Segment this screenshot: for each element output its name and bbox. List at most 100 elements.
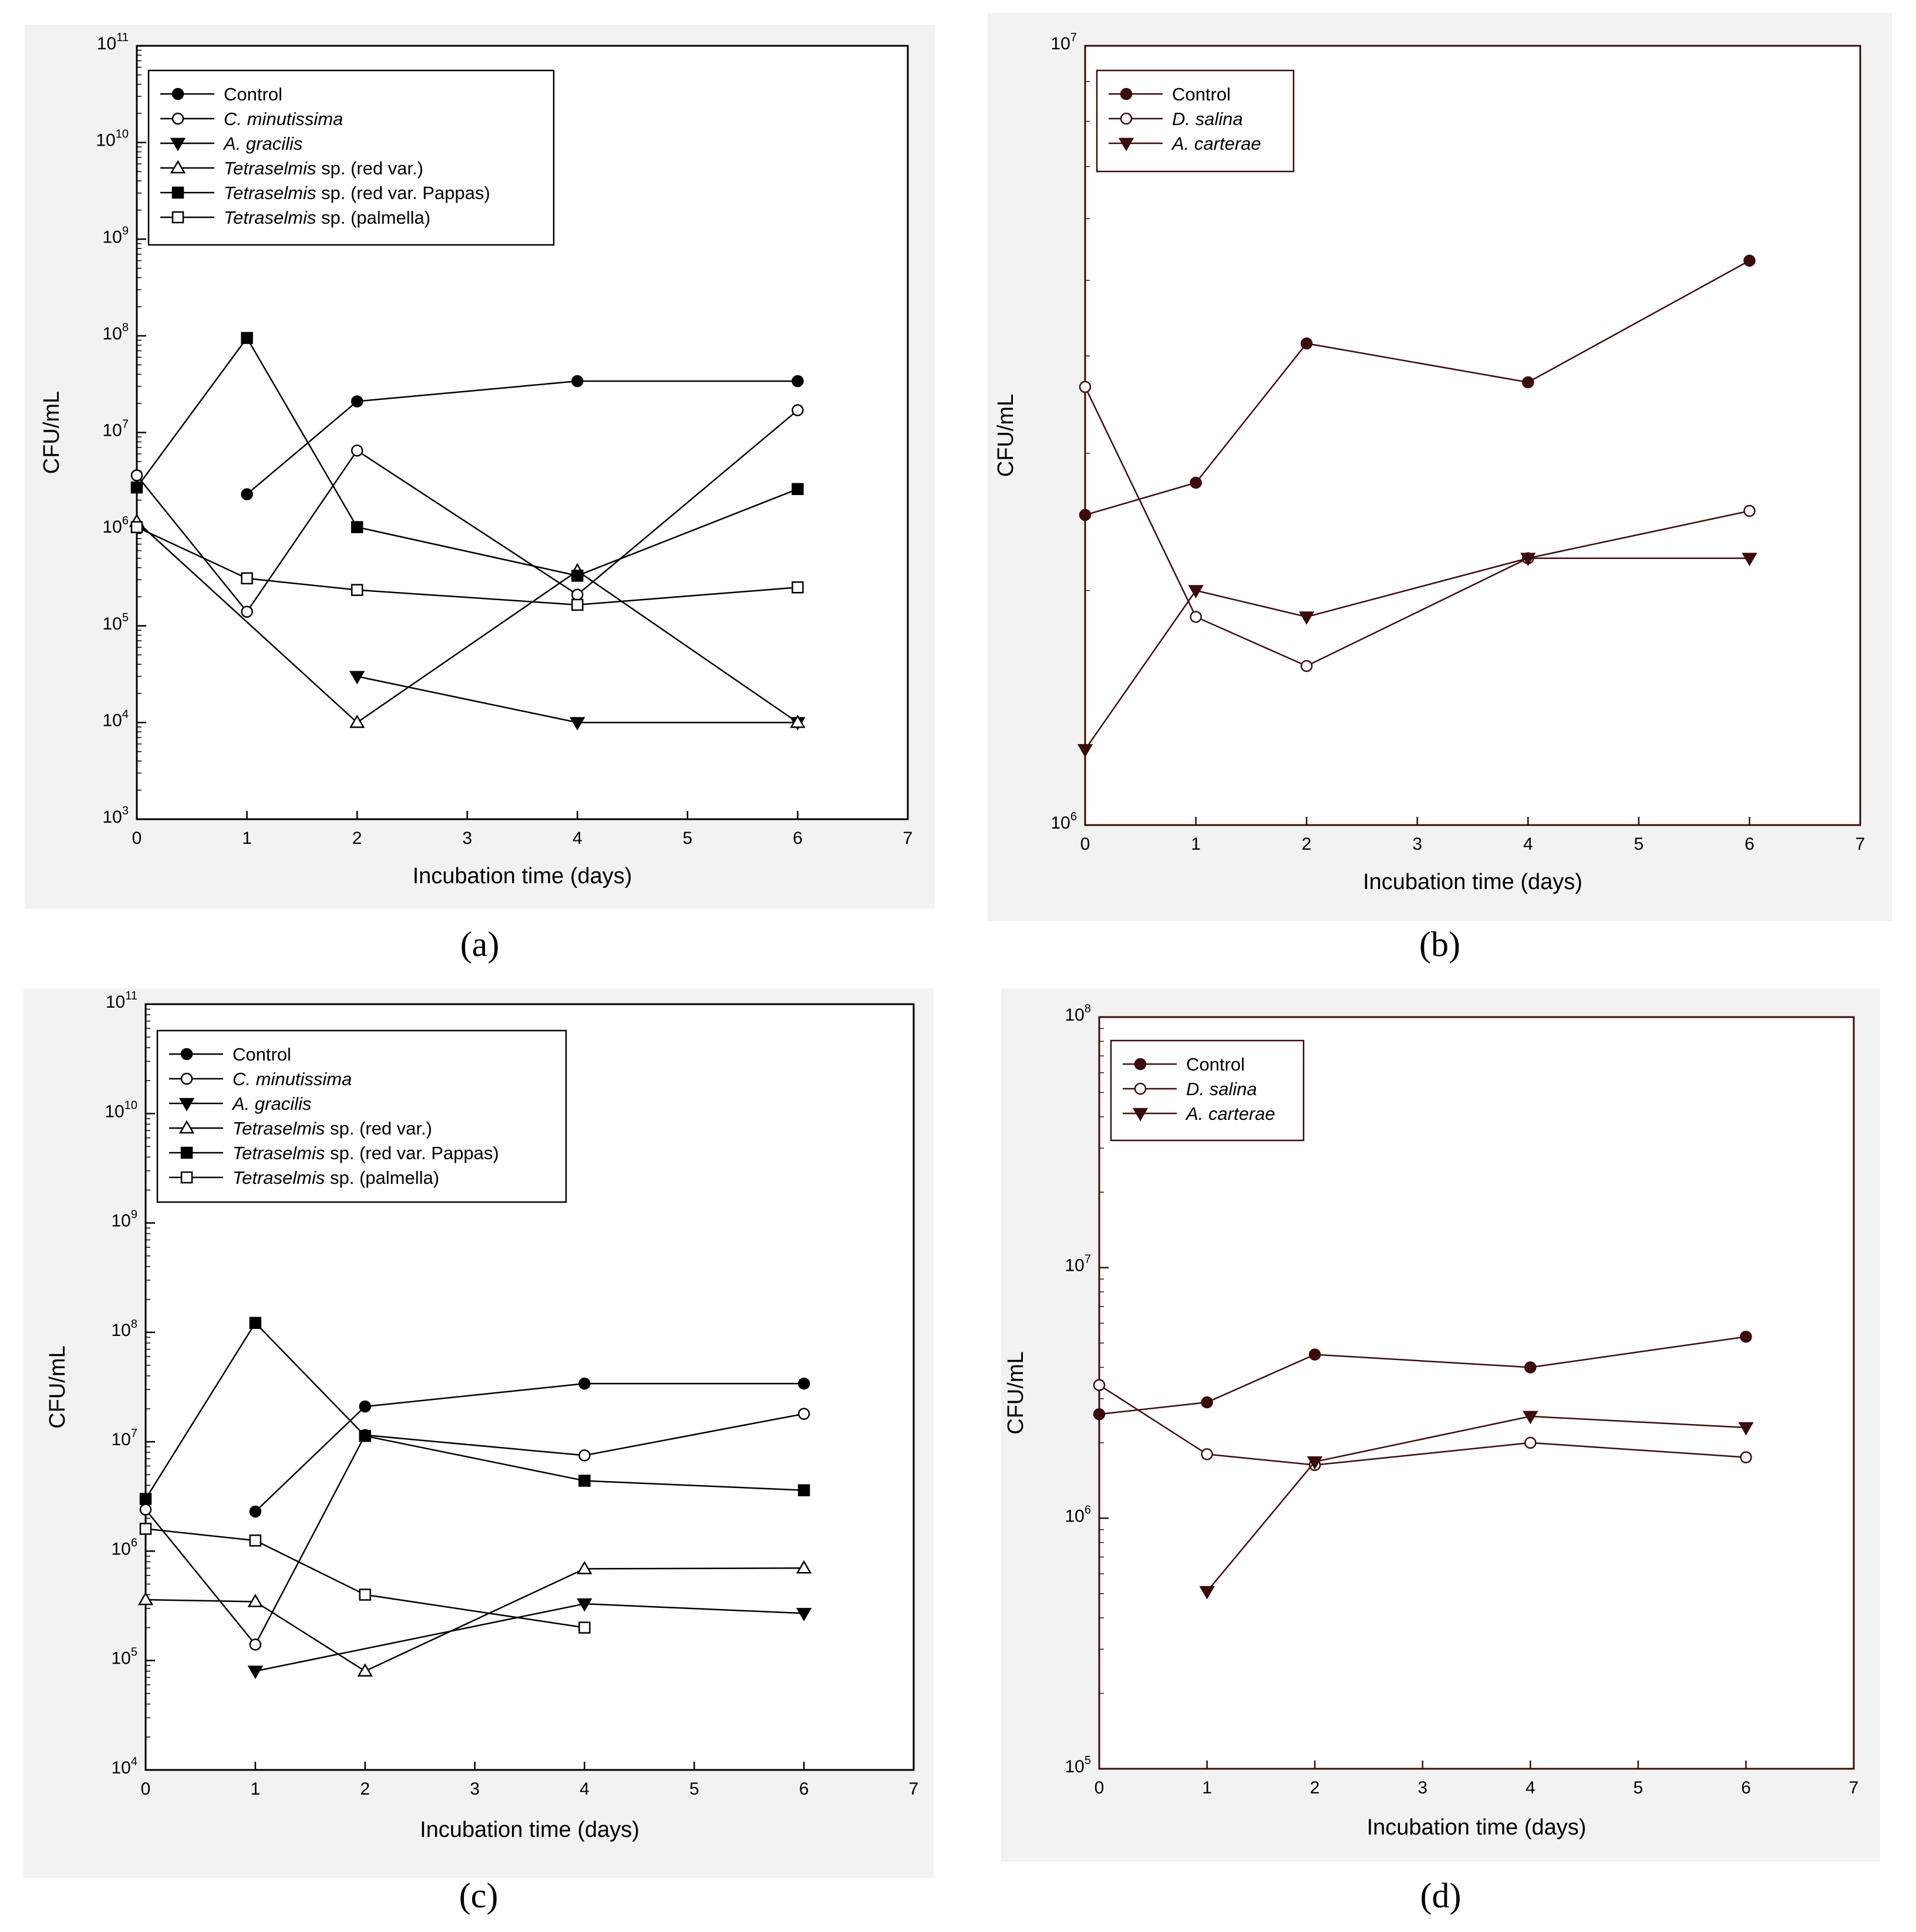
data-point <box>792 581 804 594</box>
data-point <box>130 469 143 482</box>
data-point <box>1201 1448 1213 1460</box>
legend-label: A. gracilis <box>231 1093 311 1114</box>
y-tick-label: 107 <box>1065 1253 1092 1275</box>
y-tick-label: 1011 <box>97 31 129 53</box>
legend-marker <box>171 211 184 224</box>
legend-label: C. minutissima <box>233 1069 352 1089</box>
data-point <box>1522 376 1534 389</box>
data-point <box>247 1594 264 1607</box>
data-point <box>578 1621 591 1634</box>
y-tick-label: 108 <box>112 1318 138 1340</box>
legend-marker <box>1120 112 1133 125</box>
data-point <box>1079 381 1092 393</box>
y-tick-label: 109 <box>103 224 129 247</box>
legend-marker <box>1134 1058 1147 1071</box>
data-point <box>359 1400 371 1413</box>
data-point <box>359 1430 371 1442</box>
data-point <box>571 588 584 601</box>
data-point <box>792 404 804 416</box>
data-point <box>1524 1436 1537 1449</box>
data-point <box>790 714 806 728</box>
data-point <box>137 1591 154 1605</box>
data-point <box>1743 254 1756 267</box>
chart-panel-3: 0 1 2 3 4 5 6 7 104 105 106 107 108 109 1010 1011 Incuba… <box>23 988 934 1915</box>
y-tick-label: 106 <box>1065 1503 1092 1526</box>
data-point <box>571 570 584 582</box>
data-point <box>241 488 253 500</box>
data-point <box>578 1377 591 1390</box>
data-point <box>1740 1331 1752 1343</box>
y-tick-label: 1011 <box>106 989 137 1012</box>
x-tick-label: 3 <box>1417 1778 1427 1798</box>
x-tick-label: 5 <box>683 829 693 848</box>
y-tick-label: 105 <box>1065 1754 1092 1776</box>
legend-box <box>147 69 555 246</box>
series <box>249 1377 810 1518</box>
chart-panel-2: 0 1 2 3 4 5 6 7 106 107 Incubation time (days) CFU/… <box>988 13 1892 964</box>
legend-box <box>156 1029 567 1203</box>
data-point <box>247 1665 264 1679</box>
legend-label: A. carterae <box>1171 133 1261 154</box>
legend-label: A. gracilis <box>223 133 302 154</box>
data-point <box>1308 1348 1321 1361</box>
series <box>1199 1411 1754 1600</box>
panel-caption: (b) <box>1419 925 1460 964</box>
series <box>130 521 804 611</box>
x-tick-label: 4 <box>1523 834 1533 854</box>
series <box>1093 1331 1752 1421</box>
data-point <box>797 1377 810 1390</box>
data-point <box>1738 1422 1754 1436</box>
x-tick-label: 6 <box>1741 1778 1751 1798</box>
x-tick-label: 6 <box>793 829 803 848</box>
panel-caption: (a) <box>460 925 500 964</box>
x-tick-label: 1 <box>251 1779 261 1799</box>
data-point <box>1188 585 1204 599</box>
legend-marker <box>180 1048 193 1061</box>
legend-label: Control <box>233 1044 291 1065</box>
x-tick-label: 3 <box>470 1779 480 1799</box>
x-tick-label: 4 <box>1526 1778 1536 1798</box>
legend-label: Tetraselmis sp. (red var. Pappas) <box>224 183 490 203</box>
legend-label: Control <box>1172 84 1231 105</box>
x-tick-label: 6 <box>799 1779 809 1799</box>
data-point <box>796 1560 812 1574</box>
x-tick-label: 6 <box>1745 834 1755 854</box>
data-point <box>1093 1379 1106 1391</box>
data-point <box>578 1449 591 1462</box>
y-tick-label: 108 <box>103 321 129 344</box>
data-point <box>1306 1456 1323 1470</box>
legend-label: Tetraselmis sp. (palmella) <box>224 207 430 228</box>
x-axis-label: Incubation time (days) <box>1363 870 1582 894</box>
data-point <box>1298 611 1315 625</box>
data-point <box>351 445 363 457</box>
data-point <box>1524 1361 1537 1374</box>
chart-panel-1: 0 1 2 3 4 5 6 7 103 104 105 106 107 108 109 1010 1011 Inc… <box>25 25 935 964</box>
data-point <box>241 572 253 585</box>
legend-label: Tetraselmis sp. (palmella) <box>233 1167 439 1188</box>
legend: Control D. salina A. carterae <box>1110 1039 1305 1142</box>
series <box>139 1523 591 1634</box>
x-tick-label: 0 <box>141 1779 151 1799</box>
legend-label: C. minutissima <box>224 109 343 129</box>
series-line <box>254 1382 804 1512</box>
y-axis-label: CFU/mL <box>39 391 64 474</box>
y-tick-label: 108 <box>1065 1002 1092 1025</box>
data-point <box>1520 553 1536 567</box>
panel-caption: (c) <box>459 1876 499 1915</box>
legend-marker <box>1118 137 1134 152</box>
data-point <box>570 717 585 731</box>
plot-area <box>1084 45 1861 826</box>
legend-marker <box>179 1098 195 1112</box>
data-point <box>1093 1408 1106 1421</box>
x-tick-label: 2 <box>352 829 362 848</box>
data-point <box>1077 744 1093 758</box>
legend: Control C. minutissima A. gracilis Tetrasel… <box>156 1029 567 1203</box>
data-point <box>578 1475 591 1487</box>
x-tick-label: 3 <box>462 829 472 848</box>
y-tick-label: 106 <box>112 1536 138 1559</box>
data-point <box>139 1523 152 1535</box>
x-tick-label: 0 <box>1080 834 1090 854</box>
y-axis-label: CFU/mL <box>45 1345 70 1428</box>
legend-marker <box>180 1072 193 1085</box>
legend-marker <box>1120 87 1133 100</box>
